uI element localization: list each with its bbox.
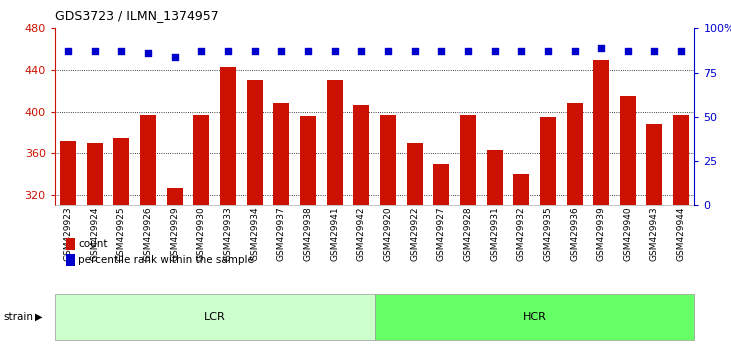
Bar bbox=[406, 143, 423, 205]
Point bbox=[648, 48, 660, 54]
Text: ▶: ▶ bbox=[35, 312, 42, 322]
Point bbox=[515, 48, 527, 54]
Text: percentile rank within the sample: percentile rank within the sample bbox=[78, 255, 254, 265]
Point bbox=[382, 48, 394, 54]
Bar bbox=[194, 115, 209, 205]
Point bbox=[222, 48, 234, 54]
Point bbox=[462, 48, 474, 54]
Text: HCR: HCR bbox=[523, 312, 547, 322]
Bar bbox=[513, 174, 529, 205]
Bar bbox=[220, 67, 236, 205]
Text: LCR: LCR bbox=[204, 312, 226, 322]
Bar bbox=[620, 96, 636, 205]
Bar bbox=[273, 103, 289, 205]
Bar bbox=[567, 103, 583, 205]
Bar bbox=[87, 143, 103, 205]
Bar bbox=[673, 115, 689, 205]
Text: GDS3723 / ILMN_1374957: GDS3723 / ILMN_1374957 bbox=[55, 9, 219, 22]
Bar bbox=[113, 138, 129, 205]
Point bbox=[675, 48, 687, 54]
Point bbox=[169, 54, 181, 59]
Text: count: count bbox=[78, 239, 107, 249]
Point bbox=[489, 48, 501, 54]
Point bbox=[329, 48, 341, 54]
Bar bbox=[433, 164, 450, 205]
Point bbox=[542, 48, 553, 54]
Point bbox=[115, 48, 127, 54]
Point bbox=[436, 48, 447, 54]
Point bbox=[143, 50, 154, 56]
Bar bbox=[167, 188, 183, 205]
Bar bbox=[300, 116, 316, 205]
Bar bbox=[246, 80, 262, 205]
Bar bbox=[60, 141, 76, 205]
Bar bbox=[353, 105, 369, 205]
Point bbox=[622, 48, 634, 54]
Point bbox=[62, 48, 74, 54]
Bar bbox=[646, 124, 662, 205]
Point bbox=[409, 48, 420, 54]
Text: strain: strain bbox=[4, 312, 34, 322]
Bar bbox=[327, 80, 343, 205]
Bar bbox=[593, 59, 609, 205]
Point bbox=[595, 45, 607, 51]
Bar bbox=[487, 150, 502, 205]
Point bbox=[569, 48, 580, 54]
Bar bbox=[540, 117, 556, 205]
Bar bbox=[140, 115, 156, 205]
Point bbox=[355, 48, 367, 54]
Point bbox=[249, 48, 260, 54]
Bar bbox=[380, 115, 396, 205]
Point bbox=[302, 48, 314, 54]
Point bbox=[196, 48, 208, 54]
Point bbox=[89, 48, 101, 54]
Bar bbox=[460, 115, 476, 205]
Point bbox=[276, 48, 287, 54]
